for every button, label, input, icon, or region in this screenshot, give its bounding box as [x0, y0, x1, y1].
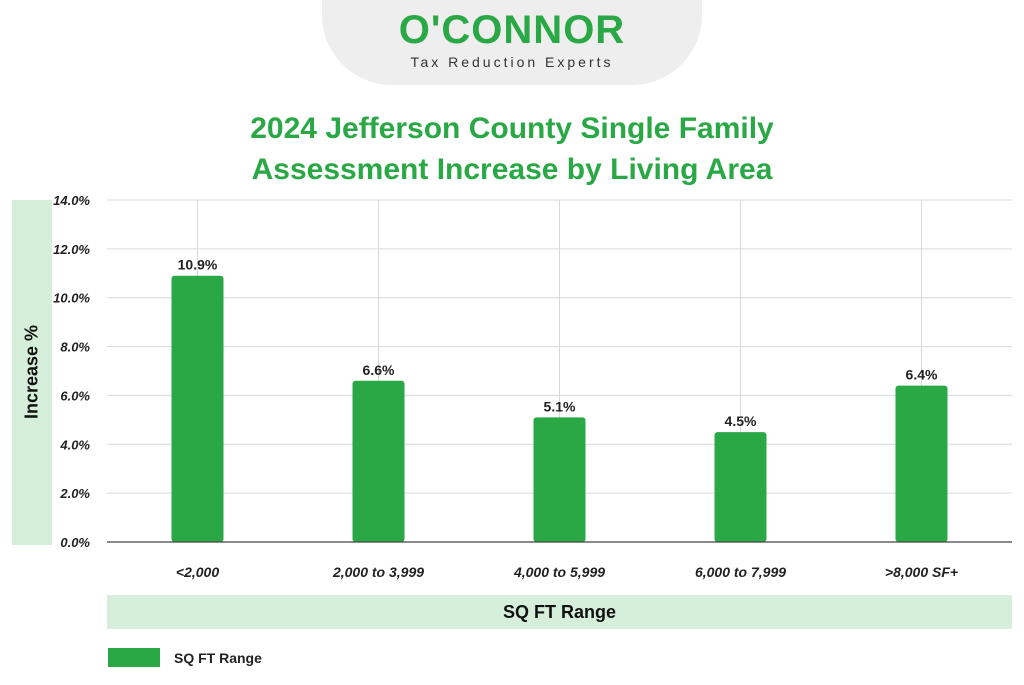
- logo-tagline: Tax Reduction Experts: [410, 54, 614, 70]
- legend-swatch: [108, 648, 160, 667]
- logo-brand: O'CONNOR: [398, 8, 626, 52]
- x-axis-label-band: SQ FT Range: [107, 595, 1012, 629]
- x-tick-label: >8,000 SF+: [885, 564, 958, 580]
- y-tick-label: 12.0%: [53, 242, 90, 257]
- x-tick-label: <2,000: [176, 564, 219, 580]
- x-axis-label: SQ FT Range: [502, 602, 616, 622]
- y-tick-label: 10.0%: [53, 291, 90, 306]
- bar: [895, 385, 948, 542]
- y-tick-label: 8.0%: [60, 340, 90, 355]
- y-tick-label: 2.0%: [59, 486, 90, 501]
- legend-label: SQ FT Range: [174, 649, 262, 666]
- legend: SQ FT Range: [108, 648, 262, 667]
- bar-value-label: 6.6%: [363, 362, 395, 378]
- bar-value-label: 5.1%: [544, 398, 576, 414]
- x-tick-label: 2,000 to 3,999: [332, 564, 424, 580]
- bar: [533, 417, 586, 542]
- bar-value-label: 4.5%: [725, 413, 757, 429]
- chart-title-line2: Assessment Increase by Living Area: [251, 153, 773, 186]
- bar: [352, 380, 405, 542]
- bar: [171, 275, 224, 542]
- logo-tab: O'CONNOR Tax Reduction Experts: [322, 0, 702, 85]
- y-tick-label: 6.0%: [60, 388, 90, 403]
- y-tick-label: 4.0%: [59, 437, 90, 452]
- y-axis-label-band: [12, 200, 52, 545]
- y-tick-label: 14.0%: [53, 193, 90, 208]
- y-tick-label: 0.0%: [60, 535, 90, 550]
- chart-title: 2024 Jefferson County Single Family Asse…: [0, 108, 1024, 190]
- bar-value-label: 10.9%: [178, 257, 218, 273]
- bar-value-label: 6.4%: [906, 367, 938, 383]
- x-tick-label: 6,000 to 7,999: [695, 564, 786, 580]
- bar: [714, 432, 767, 542]
- chart-title-line1: 2024 Jefferson County Single Family: [250, 112, 774, 145]
- x-tick-label: 4,000 to 5,999: [513, 564, 605, 580]
